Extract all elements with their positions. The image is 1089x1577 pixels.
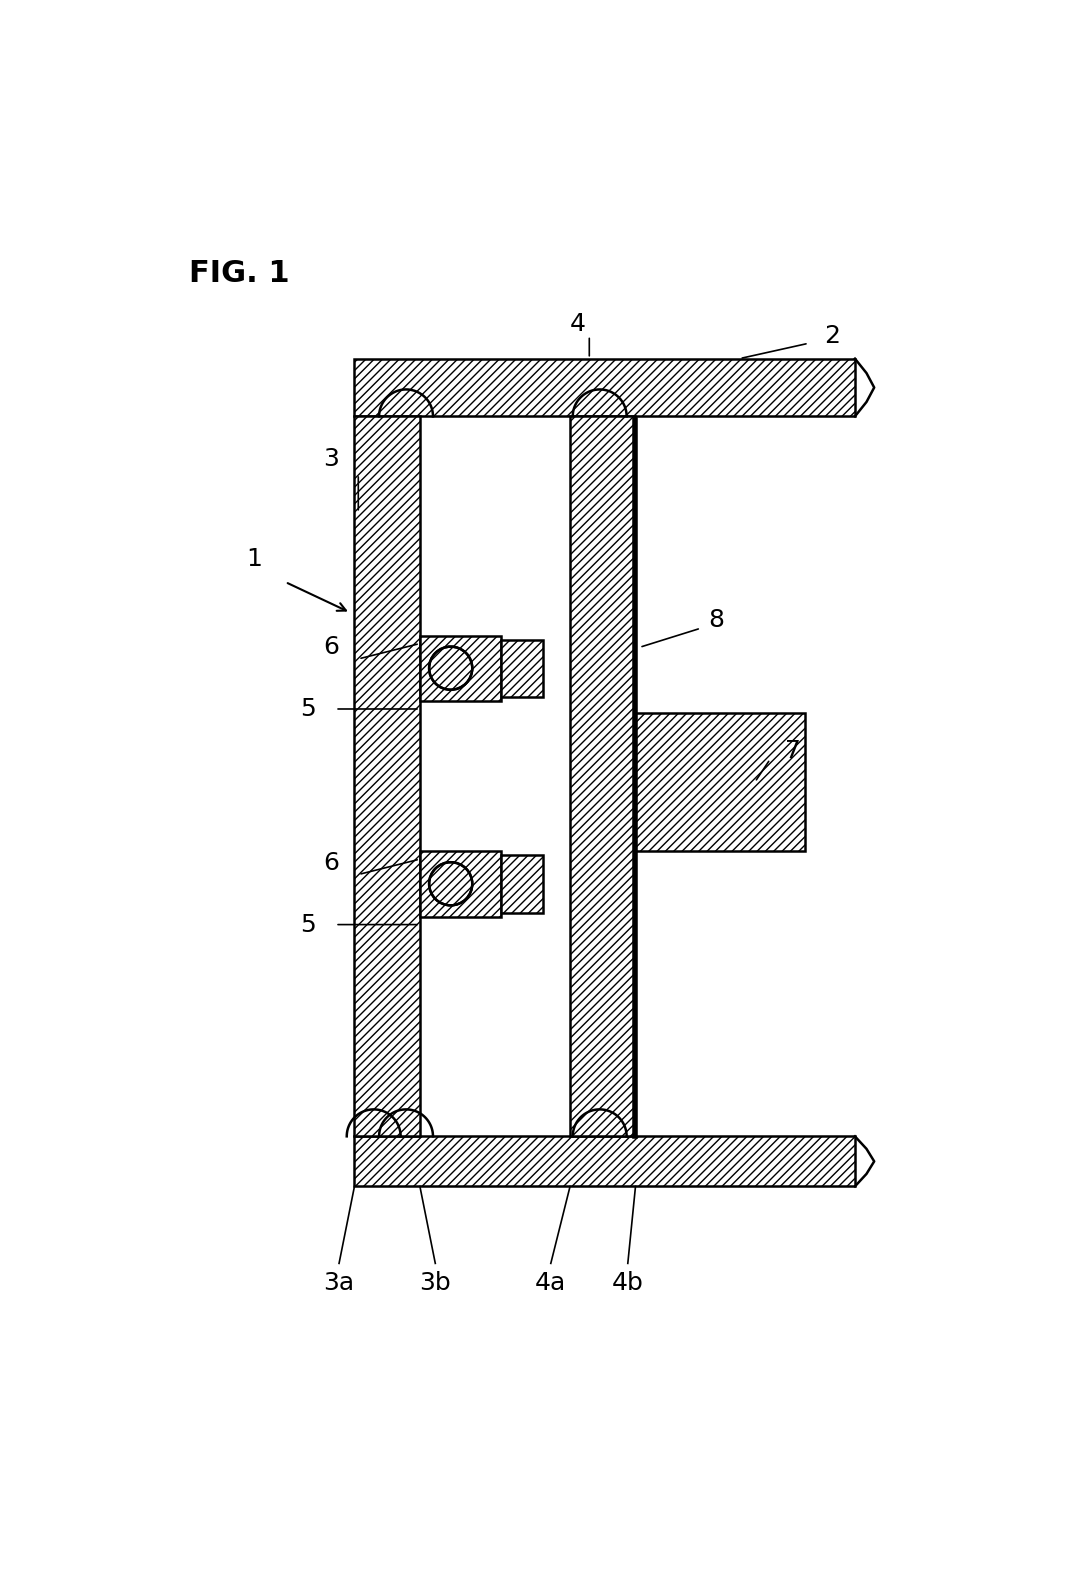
Text: 8: 8 [708, 609, 724, 632]
Bar [501, 855, 543, 913]
Bar [354, 1137, 855, 1186]
Text: 7: 7 [785, 740, 802, 763]
Text: 5: 5 [301, 913, 316, 937]
Bar [354, 358, 855, 416]
Text: 5: 5 [301, 697, 316, 721]
Bar [354, 416, 420, 1137]
Text: 3a: 3a [323, 1271, 355, 1295]
Text: 4b: 4b [612, 1271, 644, 1295]
Text: 4a: 4a [535, 1271, 566, 1295]
Text: 3b: 3b [419, 1271, 451, 1295]
Text: 6: 6 [323, 852, 340, 875]
Text: 6: 6 [323, 636, 340, 659]
Text: 1: 1 [246, 547, 262, 571]
Circle shape [429, 647, 473, 689]
Bar [501, 640, 543, 697]
Bar [636, 713, 805, 852]
Text: 4: 4 [570, 312, 586, 336]
Text: 3: 3 [323, 446, 340, 472]
Bar [420, 852, 501, 916]
Circle shape [429, 863, 473, 905]
Text: FIG. 1: FIG. 1 [188, 259, 290, 287]
Bar [420, 636, 501, 702]
Text: 2: 2 [824, 323, 840, 347]
Bar [570, 416, 636, 1137]
